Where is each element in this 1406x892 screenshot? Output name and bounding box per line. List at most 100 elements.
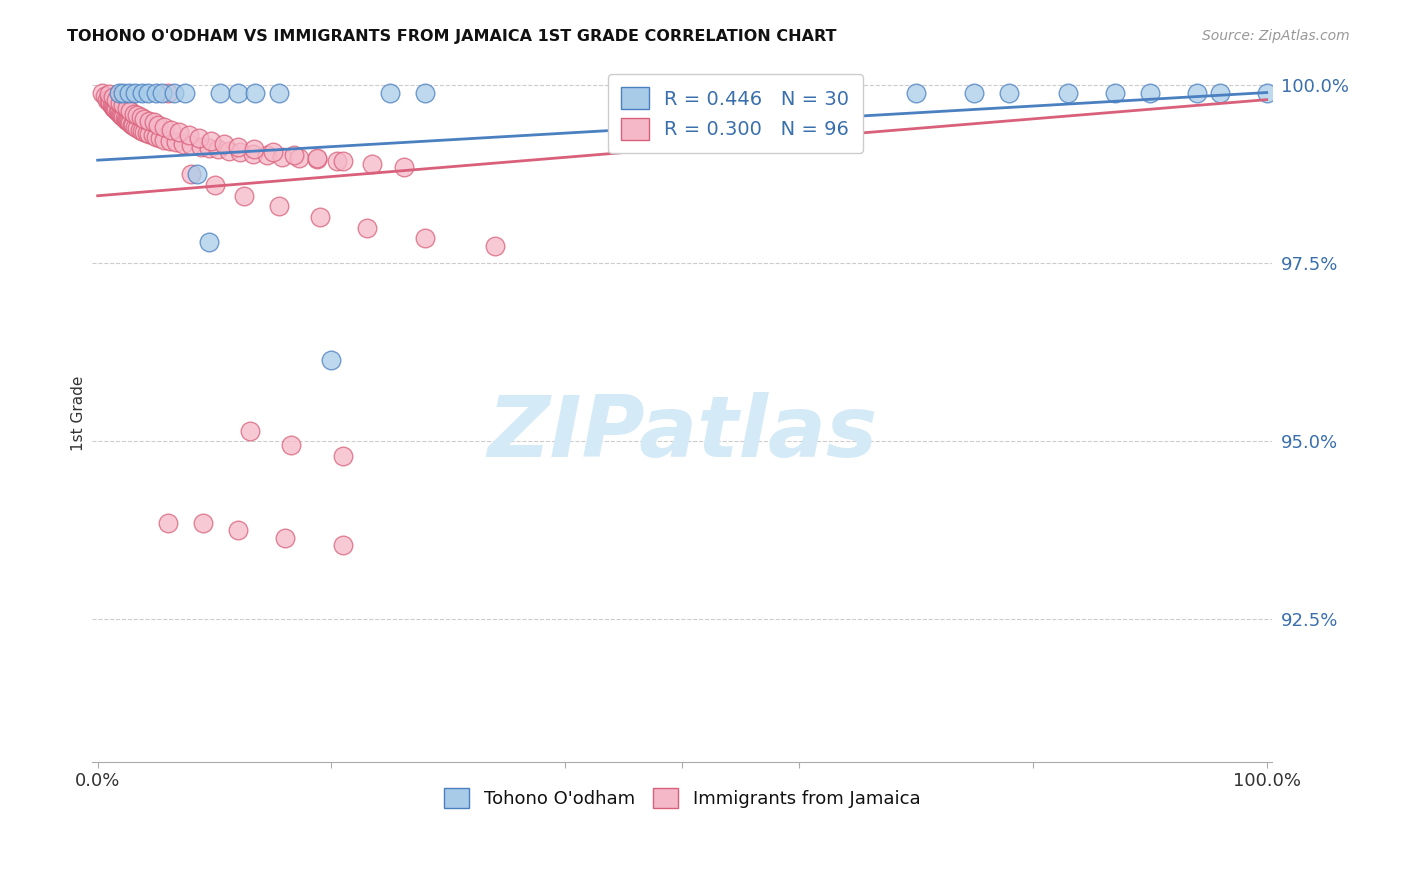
Text: ZIPatlas: ZIPatlas <box>486 392 877 475</box>
Point <box>200 134 222 148</box>
Point <box>273 531 295 545</box>
Point <box>129 110 152 124</box>
Point <box>93 89 115 103</box>
Point <box>256 148 278 162</box>
Point <box>114 112 136 127</box>
Point <box>98 87 121 101</box>
Point <box>118 115 141 129</box>
Point <box>138 127 160 141</box>
Point <box>232 188 254 202</box>
Point <box>120 103 142 118</box>
Point <box>159 134 181 148</box>
Point <box>378 86 401 100</box>
Point <box>998 86 1021 100</box>
Point <box>110 107 132 121</box>
Point <box>271 150 294 164</box>
Point <box>226 139 249 153</box>
Point <box>1139 86 1161 100</box>
Point <box>177 128 200 143</box>
Point <box>332 538 354 552</box>
Point <box>131 86 153 100</box>
Point <box>150 86 173 100</box>
Point <box>242 146 264 161</box>
Point <box>188 131 211 145</box>
Point <box>112 86 135 100</box>
Point <box>243 143 266 157</box>
Point <box>172 136 194 151</box>
Point <box>121 118 143 132</box>
Point <box>115 113 138 128</box>
Point <box>120 116 142 130</box>
Point <box>280 438 302 452</box>
Point <box>169 125 191 139</box>
Point <box>212 136 235 151</box>
Point <box>267 199 290 213</box>
Point <box>392 160 415 174</box>
Point <box>190 139 212 153</box>
Point <box>134 112 156 126</box>
Point <box>121 118 143 132</box>
Point <box>356 220 378 235</box>
Point <box>101 100 124 114</box>
Point <box>307 153 329 167</box>
Point <box>153 120 176 134</box>
Point <box>287 151 309 165</box>
Point <box>180 138 202 153</box>
Point <box>308 210 330 224</box>
Point <box>191 516 214 531</box>
Point <box>262 145 284 160</box>
Point <box>145 129 167 144</box>
Point <box>332 153 354 168</box>
Point <box>107 105 129 120</box>
Text: TOHONO O'ODHAM VS IMMIGRANTS FROM JAMAICA 1ST GRADE CORRELATION CHART: TOHONO O'ODHAM VS IMMIGRANTS FROM JAMAIC… <box>67 29 837 44</box>
Point <box>484 238 506 252</box>
Point <box>96 93 118 107</box>
Point <box>204 178 226 193</box>
Point <box>226 524 249 538</box>
Point <box>413 231 436 245</box>
Point <box>112 98 135 112</box>
Point <box>209 86 232 100</box>
Point <box>100 96 122 111</box>
Point <box>124 86 146 100</box>
Point <box>226 86 249 100</box>
Point <box>112 110 135 124</box>
Point <box>91 86 114 100</box>
Point <box>160 122 183 136</box>
Text: Source: ZipAtlas.com: Source: ZipAtlas.com <box>1202 29 1350 43</box>
Point <box>156 516 179 531</box>
Point <box>105 93 128 107</box>
Point <box>156 86 179 100</box>
Point <box>101 90 124 104</box>
Point <box>153 132 176 146</box>
Point <box>186 168 208 182</box>
Point <box>118 86 141 100</box>
Point <box>321 352 343 367</box>
Point <box>128 122 150 136</box>
Point <box>245 86 267 100</box>
Point <box>1256 86 1278 100</box>
Point <box>134 125 156 139</box>
Point <box>149 131 172 145</box>
Point <box>142 115 165 129</box>
Point <box>145 86 167 100</box>
Point <box>107 86 129 100</box>
Point <box>127 121 149 136</box>
Point <box>229 145 252 160</box>
Point <box>174 86 197 100</box>
Point <box>307 151 329 165</box>
Point <box>122 107 145 121</box>
Point <box>108 107 131 121</box>
Point <box>963 86 986 100</box>
Point <box>131 124 153 138</box>
Point <box>1185 86 1208 100</box>
Point <box>197 235 219 249</box>
Point <box>100 98 122 112</box>
Point <box>207 143 229 157</box>
Point <box>98 94 121 108</box>
Point <box>180 168 202 182</box>
Point <box>413 86 436 100</box>
Point <box>1209 86 1232 100</box>
Point <box>148 118 170 132</box>
Legend: Tohono O'odham, Immigrants from Jamaica: Tohono O'odham, Immigrants from Jamaica <box>437 781 928 815</box>
